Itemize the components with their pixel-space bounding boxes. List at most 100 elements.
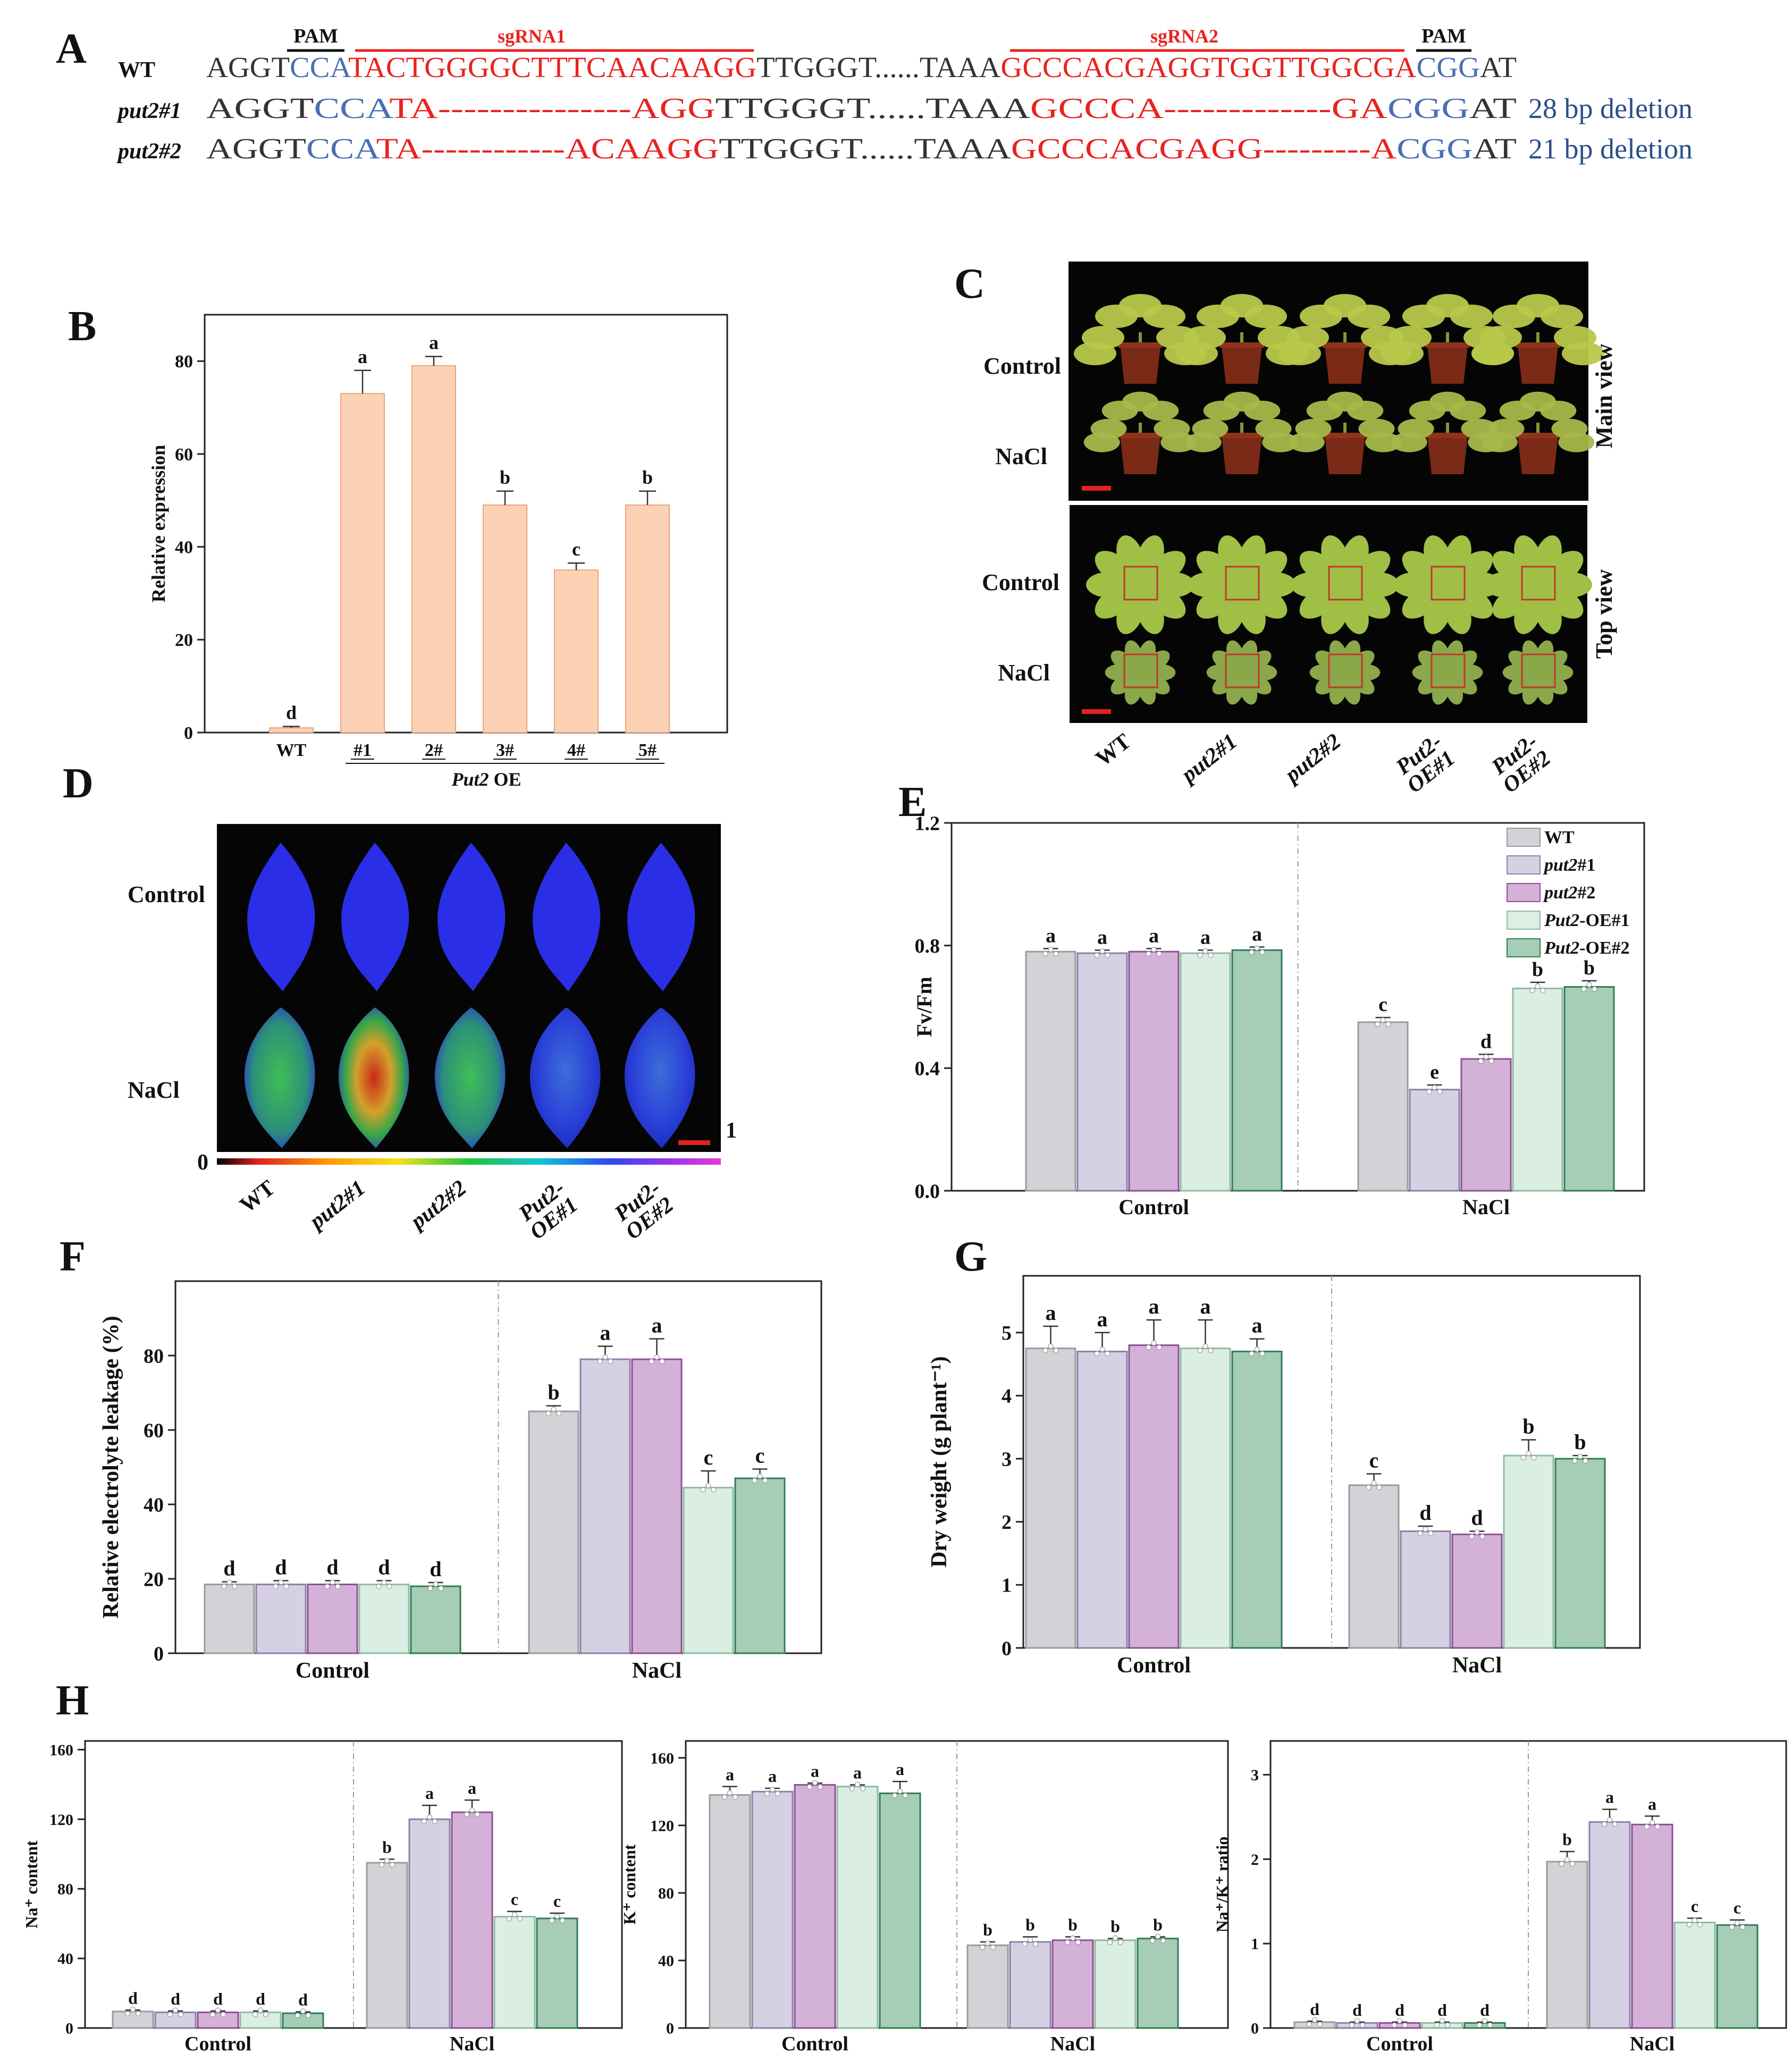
data-point: [210, 2012, 215, 2017]
leaf: [1160, 432, 1197, 452]
fluorescence-photo-panel: 0 1 Control NaCl WT put2#1 put2#2 Put2-OE#1…: [128, 824, 737, 1244]
bar: [1503, 1454, 1554, 1649]
significance-letter: e: [1430, 1061, 1439, 1083]
data-point: [1094, 1351, 1100, 1357]
legend-swatch: [1507, 855, 1541, 874]
significance-letter: d: [1480, 1030, 1492, 1053]
pot-rim: [1323, 433, 1367, 438]
leaf-image: [438, 843, 506, 991]
sequence-segment: TACTGGGGCTTTCAACAAGG: [348, 51, 756, 83]
leaf: [1175, 342, 1218, 365]
data-point: [1479, 1534, 1485, 1539]
significance-letter: d: [1352, 2000, 1362, 2020]
data-point: [1417, 1530, 1423, 1536]
significance-letter: d: [1480, 2000, 1490, 2020]
legend-swatch: [1507, 911, 1541, 930]
x-tick-label: WT: [276, 741, 307, 760]
bar: [879, 1792, 921, 2029]
pot: [1222, 346, 1262, 384]
bar: [1463, 2022, 1506, 2029]
data-point: [762, 1478, 768, 1483]
plant-photo-panel: Control NaCl Control NaCl Main view Top …: [982, 262, 1617, 798]
significance-letter: b: [548, 1381, 559, 1404]
y-tick-label: 1.2: [915, 812, 940, 835]
sequence-segment: TTGGGT: [716, 92, 870, 124]
top-view-label: Top view: [1591, 569, 1617, 659]
significance-letter: b: [1153, 1915, 1163, 1934]
data-point: [1146, 951, 1151, 957]
x-tick-label: 2#: [425, 741, 443, 760]
data-point: [1160, 1938, 1166, 1943]
leaf: [1391, 432, 1427, 452]
x-group-label: NaCl: [632, 1659, 682, 1683]
region-box: [1225, 566, 1260, 601]
significance-letter: d: [1310, 1999, 1319, 2018]
sequence-segment: ---------------: [438, 92, 632, 124]
leaf: [1453, 551, 1493, 585]
y-tick-label: 20: [175, 630, 193, 650]
sequence-segment: TA: [376, 132, 422, 165]
chart-f-electrolyte-leakage: 0 20 40 60 80 Relative electrolyte leakage (%…: [99, 1280, 822, 1683]
x-group-label: NaCl: [1050, 2033, 1095, 2053]
significance-letter: d: [1419, 1501, 1431, 1525]
panel-label-c: C: [954, 260, 985, 307]
leaf: [1288, 432, 1325, 452]
panel-label-b: B: [68, 303, 96, 350]
pot: [1325, 436, 1365, 474]
panel-label-h: H: [56, 1677, 89, 1724]
leaf: [1381, 342, 1424, 365]
y-tick-label: 3: [1251, 1766, 1259, 1784]
scale-bar: [678, 1140, 710, 1145]
genotype-label: put2#1: [1176, 729, 1242, 788]
data-point: [1644, 1824, 1650, 1830]
leaf-center: [1437, 662, 1458, 683]
bar: [1180, 952, 1231, 1192]
leaf-image: [624, 1007, 695, 1148]
significance-letter: b: [1110, 1917, 1120, 1936]
sequence-segment: AT: [1473, 132, 1517, 165]
data-point: [1075, 1939, 1081, 1945]
significance-letter: b: [1532, 958, 1543, 981]
bar: [554, 569, 599, 734]
leaf-center: [1231, 662, 1252, 683]
chart-b-relative-expression: 0 20 40 60 80 Relative expression d WT a #1 a 2# b 3#…: [148, 314, 728, 790]
bar: [734, 1477, 786, 1654]
data-point: [775, 1791, 780, 1797]
significance-letter: a: [1605, 1788, 1614, 1807]
leaf: [1221, 294, 1263, 317]
data-point: [1042, 951, 1048, 957]
data-point: [849, 1786, 855, 1791]
sequence-segment: CGG: [1387, 92, 1469, 124]
significance-letter: b: [642, 467, 653, 488]
sequence-segment: GA: [1332, 92, 1388, 124]
bar: [1673, 1921, 1716, 2029]
pot: [1518, 436, 1558, 474]
seq-row-label-put2-2: put2#2: [116, 139, 181, 164]
photo-d-row-label: Control: [128, 881, 205, 907]
chart-h-k-content: 0 40 80 120 160 K⁺ content a a a a a Control b b b b b Na…: [620, 1740, 1229, 2053]
leaf-image: [341, 843, 409, 991]
bar: [1128, 950, 1180, 1192]
data-point: [507, 1916, 512, 1922]
bar: [836, 1786, 879, 2029]
y-tick-label: 80: [144, 1345, 164, 1367]
significance-letter: a: [768, 1766, 777, 1786]
leaf-image: [338, 1007, 409, 1148]
data-point: [855, 1781, 860, 1787]
photo-d-row-label: NaCl: [128, 1077, 180, 1103]
sequence-segment: ---------: [1263, 132, 1371, 165]
data-point: [390, 1862, 395, 1868]
data-point: [300, 2008, 306, 2014]
x-tick-label: 4#: [567, 741, 585, 760]
significance-letter: a: [1046, 924, 1056, 947]
sgrna1-label: sgRNA1: [498, 26, 566, 47]
region-box: [1123, 653, 1158, 688]
data-point: [1105, 1351, 1110, 1357]
data-point: [1048, 1343, 1054, 1349]
data-point: [432, 1819, 438, 1824]
bar: [794, 1784, 836, 2029]
significance-letter: a: [358, 346, 367, 367]
data-point: [700, 1487, 706, 1493]
data-point: [764, 1791, 770, 1797]
